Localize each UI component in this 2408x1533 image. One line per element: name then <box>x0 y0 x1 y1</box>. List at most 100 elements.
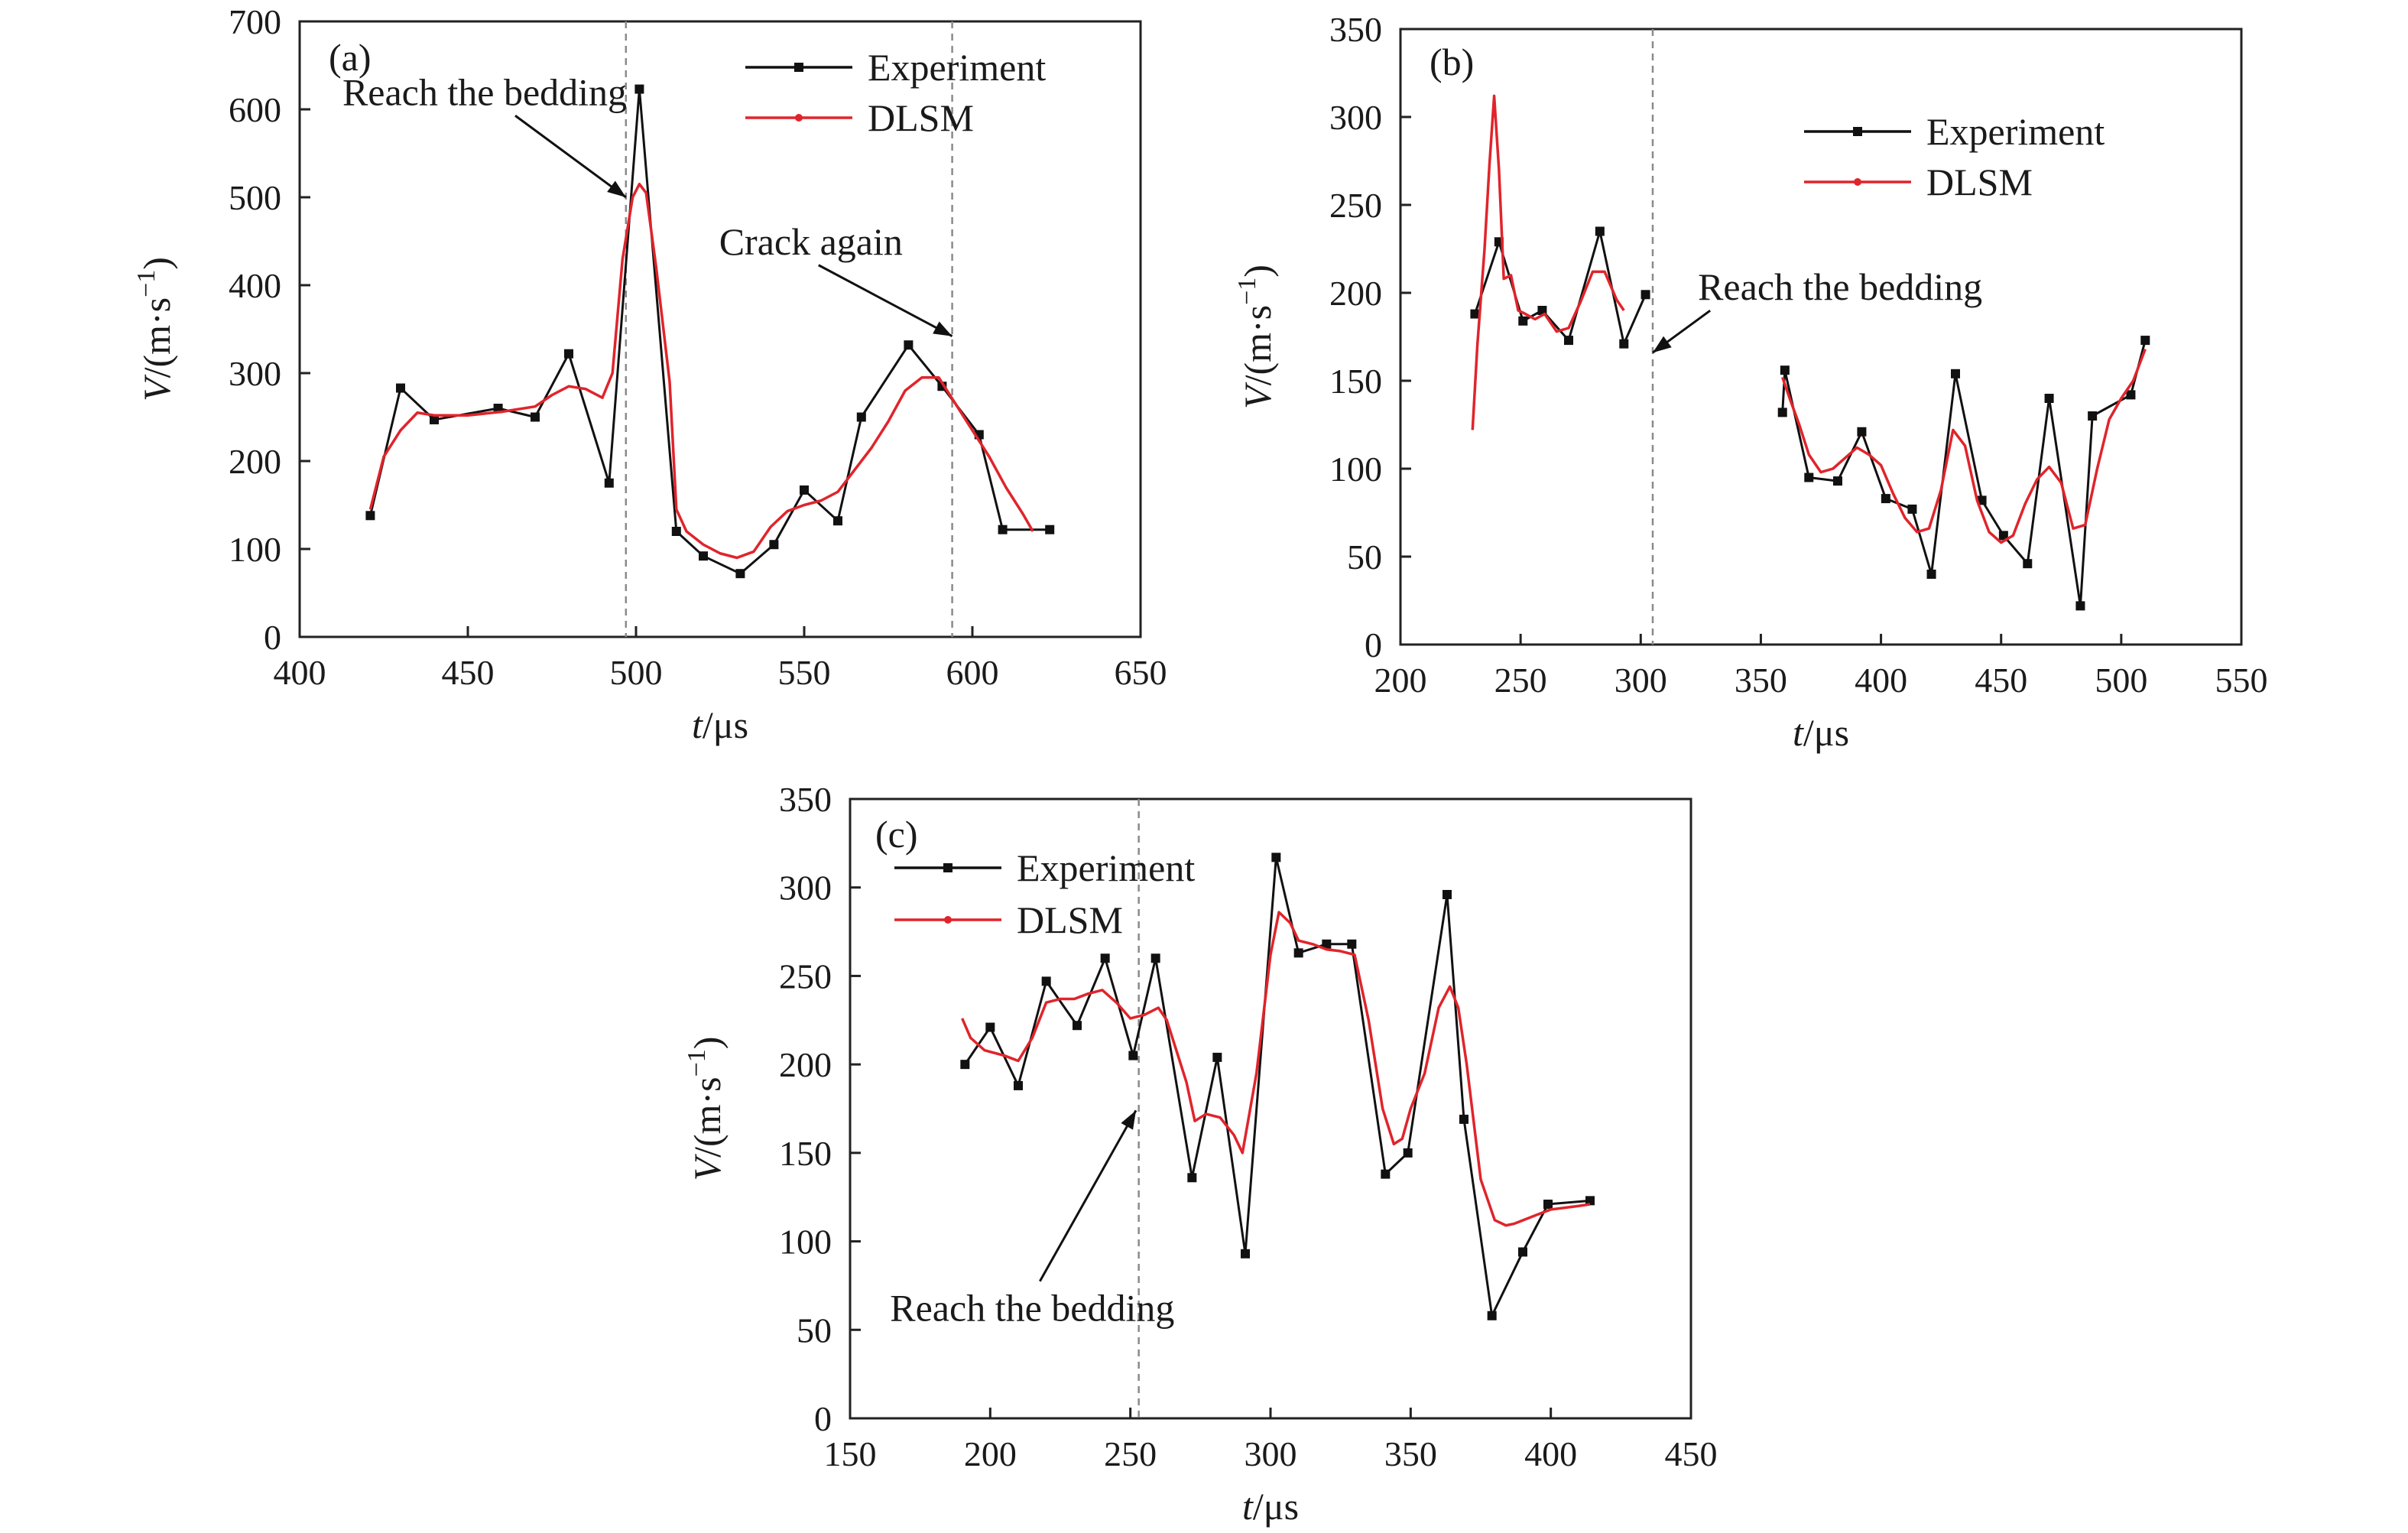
y-tick-label: 100 <box>1329 450 1382 489</box>
y-tick-label: 500 <box>229 178 281 217</box>
x-axis-label: t/μs <box>692 703 748 746</box>
data-point <box>396 383 405 393</box>
x-tick-label: 400 <box>1524 1434 1577 1473</box>
legend-swatch-marker <box>943 863 952 872</box>
y-axis-var: V <box>135 374 178 401</box>
data-point <box>856 412 866 422</box>
annotation-arrow <box>818 264 953 338</box>
y-axis-var: V <box>1236 382 1279 409</box>
annotation-arrowhead <box>1121 1110 1136 1130</box>
series-line <box>1781 339 2147 607</box>
legend-label: Experiment <box>868 46 1046 89</box>
data-point <box>1595 226 1605 236</box>
data-point <box>365 511 375 521</box>
data-point <box>1487 1311 1497 1320</box>
data-point <box>1041 976 1051 986</box>
data-point <box>1459 1114 1468 1124</box>
y-tick-label: 150 <box>1329 362 1382 401</box>
x-tick-label: 400 <box>1855 661 1907 700</box>
legend-swatch-marker <box>1854 178 1861 186</box>
data-point <box>1777 408 1787 417</box>
annotation-arrowhead <box>1653 336 1672 353</box>
data-point <box>531 412 540 422</box>
x-axis-var: t <box>1793 711 1804 754</box>
y-axis-var: V <box>686 1153 729 1181</box>
y-axis-unit-sup: −1 <box>683 1049 711 1077</box>
y-tick-label: 600 <box>229 90 281 129</box>
data-point <box>1780 365 1790 375</box>
y-tick-label: 250 <box>779 957 832 995</box>
x-tick-label: 500 <box>610 653 663 692</box>
legend-label: DLSM <box>1017 898 1123 941</box>
data-point <box>1857 427 1867 437</box>
data-point <box>2088 411 2098 421</box>
annotation-text: Reach the bedding <box>1698 265 1982 308</box>
legend-swatch-marker <box>944 916 952 924</box>
series-experiment <box>365 84 1055 579</box>
data-point <box>1907 504 1917 514</box>
data-point <box>960 1060 970 1070</box>
x-tick-label: 550 <box>2215 661 2268 700</box>
series-line <box>961 911 1591 1227</box>
x-tick-label: 650 <box>1115 653 1167 692</box>
annotation-text: Crack again <box>719 220 903 263</box>
data-point <box>1804 473 1814 482</box>
y-axis-unit-sup: −1 <box>132 270 161 297</box>
y-axis-unit-close: ) <box>1236 265 1279 278</box>
legend-label: Experiment <box>1926 110 2105 153</box>
data-point <box>699 551 708 561</box>
y-tick-label: 300 <box>1329 98 1382 137</box>
data-point <box>1271 853 1281 862</box>
data-point <box>1518 316 1528 326</box>
annotation-arrow <box>1039 1109 1137 1282</box>
x-tick-label: 450 <box>1975 661 2027 700</box>
data-point <box>2075 601 2085 611</box>
data-point <box>1619 339 1629 349</box>
data-point <box>904 340 914 350</box>
legend-label: Experiment <box>1017 846 1195 889</box>
data-point <box>1293 948 1303 958</box>
series-dlsm <box>368 183 1034 560</box>
data-point <box>1470 309 1480 319</box>
y-axis-unit-close: ) <box>686 1037 729 1050</box>
series-experiment <box>960 853 1595 1320</box>
y-axis-unit-sup: −1 <box>1233 278 1261 305</box>
series-line <box>368 88 1050 575</box>
data-point <box>634 84 644 94</box>
y-tick-label: 250 <box>1329 186 1382 225</box>
y-tick-label: 300 <box>229 354 281 393</box>
plot-frame <box>1399 28 2243 646</box>
y-axis-label: V/(m·s−1) <box>683 1037 729 1181</box>
legend: Experiment DLSM <box>1804 110 2105 203</box>
data-point <box>1881 494 1890 504</box>
x-tick-label: 400 <box>274 653 326 692</box>
y-tick-label: 200 <box>229 442 281 481</box>
y-tick-label: 100 <box>229 530 281 569</box>
data-point <box>1443 889 1452 899</box>
y-tick-label: 150 <box>779 1134 832 1173</box>
y-axis-unit-close: ) <box>135 257 178 270</box>
data-point <box>1998 531 2008 541</box>
data-point <box>998 525 1008 534</box>
annotation-arrowhead <box>933 321 952 336</box>
panel-label: (a) <box>329 36 372 79</box>
data-point <box>1347 939 1357 949</box>
x-tick-label: 500 <box>2095 661 2147 700</box>
data-point <box>2140 336 2150 346</box>
y-tick-label: 50 <box>1347 538 1382 576</box>
legend: Experiment DLSM <box>894 846 1195 941</box>
legend-swatch-marker <box>795 114 803 122</box>
x-tick-label: 450 <box>442 653 495 692</box>
data-point <box>1926 570 1936 579</box>
y-axis-unit: /(m·s <box>135 297 178 378</box>
series-dlsm <box>1471 94 2147 544</box>
data-point <box>985 1022 995 1032</box>
legend-label: DLSM <box>1926 161 2033 203</box>
annotation-text: Reach the bedding <box>342 70 627 113</box>
y-axis-unit: /(m·s <box>686 1077 729 1158</box>
data-point <box>1564 336 1573 346</box>
x-axis-var: t <box>692 703 703 746</box>
data-point <box>1100 953 1110 963</box>
y-tick-label: 350 <box>779 780 832 819</box>
series-line <box>1474 230 1647 346</box>
